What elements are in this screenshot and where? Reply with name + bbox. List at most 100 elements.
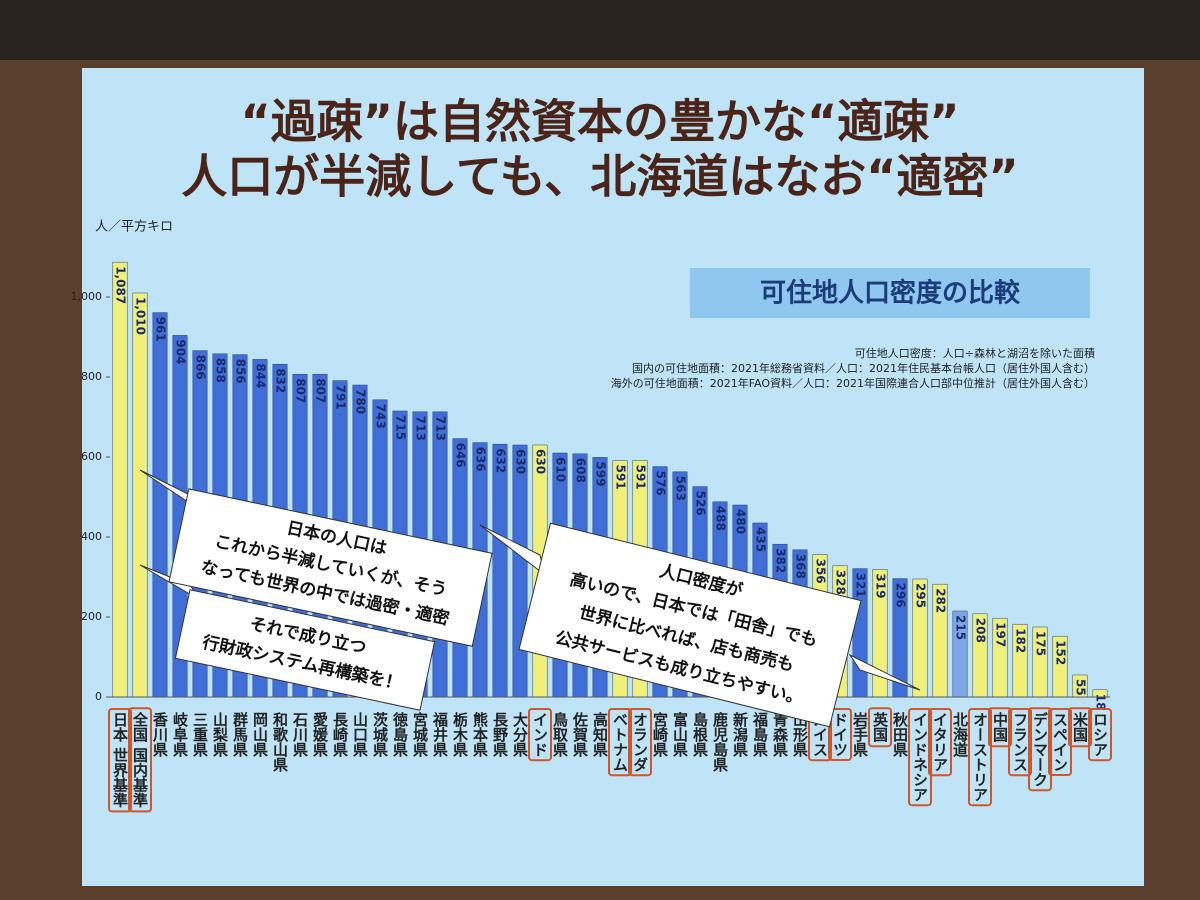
x-tick-label: インド bbox=[531, 712, 549, 757]
bar bbox=[512, 444, 528, 698]
label-highlight bbox=[988, 707, 1012, 748]
x-tick-label: 福島県 bbox=[751, 711, 769, 758]
value-label: 319 bbox=[874, 573, 888, 598]
value-label: 576 bbox=[654, 471, 668, 496]
x-tick-label: スペイン bbox=[1051, 712, 1069, 772]
x-tick-label: 秋田県 bbox=[891, 711, 909, 758]
callout-tail bbox=[848, 653, 921, 691]
value-label: 791 bbox=[334, 385, 348, 410]
value-label: 780 bbox=[354, 389, 368, 414]
value-label: 807 bbox=[294, 378, 308, 403]
x-tick-label: 北海道 bbox=[951, 712, 969, 757]
value-label: 832 bbox=[274, 368, 288, 393]
x-tick-label: 茨城県 bbox=[371, 712, 389, 758]
value-label: 356 bbox=[814, 559, 828, 584]
y-axis-label: 人／平方キロ bbox=[95, 219, 173, 235]
x-tick-label: 宮崎県 bbox=[651, 711, 669, 758]
value-label: 630 bbox=[534, 449, 548, 474]
x-tick-label: 新潟県 bbox=[731, 711, 749, 758]
x-tick-label: ドイツ bbox=[831, 712, 849, 757]
y-tick-label: 0 bbox=[95, 690, 102, 703]
x-tick-label: 長野県 bbox=[491, 712, 509, 758]
value-label: 321 bbox=[854, 573, 868, 598]
x-tick-label: 米国 bbox=[1071, 711, 1089, 743]
label-highlight bbox=[628, 708, 652, 777]
x-tick-label: デンマーク bbox=[1031, 711, 1049, 787]
label-highlight bbox=[1028, 707, 1052, 792]
title-line: 人口が半減しても、北海道はなお“適密” bbox=[181, 150, 1018, 204]
title-line: “過疎”は自然資本の豊かな“適疎” bbox=[241, 95, 960, 149]
value-label: 713 bbox=[434, 416, 448, 441]
x-tick-label: インドネシア bbox=[911, 712, 929, 802]
value-label: 328 bbox=[834, 570, 848, 595]
value-label: 152 bbox=[1054, 640, 1068, 665]
x-tick-label: フランス bbox=[1011, 712, 1029, 772]
x-tick-label: 島根県 bbox=[691, 711, 709, 758]
value-label: 904 bbox=[174, 339, 188, 364]
value-label: 636 bbox=[474, 447, 488, 472]
x-tick-label: 青森県 bbox=[771, 711, 789, 758]
x-tick-label: オランダ bbox=[631, 712, 649, 772]
x-tick-label: 山梨県 bbox=[211, 712, 229, 758]
label-highlight bbox=[1048, 708, 1072, 776]
x-tick-label: 英国 bbox=[871, 711, 889, 743]
x-tick-label: 熊本県 bbox=[471, 711, 489, 758]
x-tick-label: 山形県 bbox=[791, 712, 809, 758]
x-tick-label: 徳島県 bbox=[391, 711, 409, 758]
x-tick-label: ベトナム bbox=[611, 712, 629, 772]
bar bbox=[492, 443, 508, 698]
value-label: 182 bbox=[1014, 628, 1028, 653]
label-highlight bbox=[928, 708, 952, 777]
value-label: 215 bbox=[954, 615, 968, 640]
x-tick-label: 香川県 bbox=[151, 711, 169, 758]
y-tick-label: 200 bbox=[81, 610, 102, 623]
x-tick-label: 栃木県 bbox=[451, 711, 469, 758]
value-label: 646 bbox=[454, 443, 468, 468]
x-tick-label: 高知県 bbox=[591, 711, 609, 758]
y-tick-label: 400 bbox=[81, 530, 102, 543]
x-tick-label: 群馬県 bbox=[231, 711, 249, 758]
x-tick-label: 愛媛県 bbox=[311, 711, 329, 758]
value-label: 807 bbox=[314, 378, 328, 403]
x-tick-label: 石川県 bbox=[291, 712, 309, 758]
value-label: 197 bbox=[994, 622, 1008, 647]
value-label: 1,010 bbox=[134, 297, 148, 335]
x-tick-label: 岐阜県 bbox=[171, 711, 189, 758]
screen-frame bbox=[0, 0, 1200, 60]
label-highlight bbox=[868, 707, 892, 748]
value-label: 713 bbox=[414, 416, 428, 441]
value-label: 591 bbox=[614, 465, 628, 490]
value-label: 743 bbox=[374, 404, 388, 429]
value-label: 295 bbox=[914, 583, 928, 608]
x-tick-label: 中国 bbox=[991, 711, 1009, 743]
callout: 人口密度が 高いので、日本では「田舎」でも 世界に比べれば、店も商売も 公共サー… bbox=[518, 522, 862, 728]
label-highlight bbox=[1088, 708, 1112, 762]
value-label: 296 bbox=[894, 583, 908, 608]
x-tick-label: 宮城県 bbox=[411, 711, 429, 758]
x-tick-label: 福井県 bbox=[431, 711, 449, 758]
value-label: 18 bbox=[1094, 694, 1108, 711]
value-label: 282 bbox=[934, 588, 948, 613]
label-highlight bbox=[968, 708, 992, 807]
label-highlight bbox=[128, 707, 152, 813]
callout-box bbox=[174, 589, 436, 711]
label-highlight bbox=[528, 708, 552, 762]
value-label: 1,087 bbox=[114, 266, 128, 304]
value-label: 208 bbox=[974, 618, 988, 643]
x-tick-label: ロシア bbox=[1091, 712, 1109, 757]
x-tick-label: 大分県 bbox=[511, 711, 529, 758]
value-label: 480 bbox=[734, 509, 748, 534]
x-tick-label: 日本 世界基準 bbox=[111, 712, 129, 808]
x-tick-label: 鳥取県 bbox=[551, 711, 569, 758]
value-label: 488 bbox=[714, 506, 728, 531]
callout-box bbox=[168, 488, 493, 647]
x-tick-label: 山口県 bbox=[351, 712, 369, 758]
x-tick-label: オーストリア bbox=[971, 712, 989, 802]
callout-box bbox=[518, 522, 862, 728]
x-tick-label: 佐賀県 bbox=[571, 711, 589, 758]
value-label: 632 bbox=[494, 448, 508, 473]
callouts: 日本の人口は これから半減していくが、そう なっても世界の中では過密・適密 それ… bbox=[139, 469, 921, 728]
x-tick-label: 和歌山県 bbox=[271, 712, 289, 773]
y-tick-label: 1,000 bbox=[71, 290, 103, 303]
